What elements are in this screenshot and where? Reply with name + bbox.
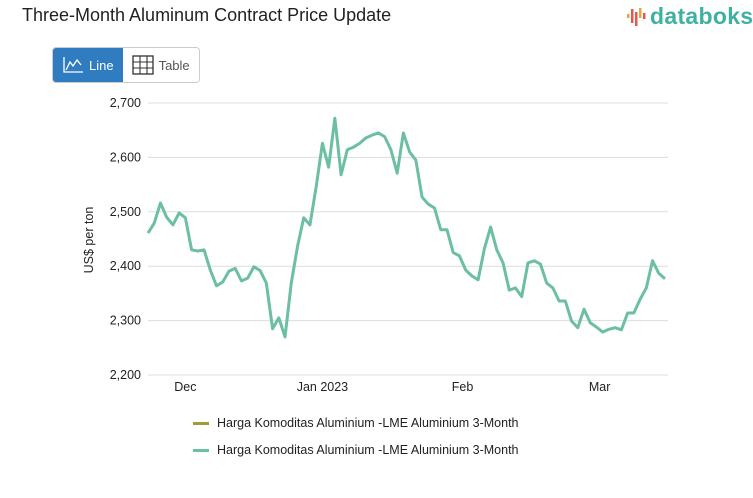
legend-label: Harga Komoditas Aluminium -LME Aluminium…: [217, 443, 519, 457]
page-title: Three-Month Aluminum Contract Price Upda…: [22, 5, 392, 25]
y-tick-label: 2,400: [110, 259, 141, 273]
databoks-logo[interactable]: databoks: [626, 3, 753, 30]
y-tick-label: 2,200: [110, 368, 141, 382]
legend-label: Harga Komoditas Aluminium -LME Aluminium…: [217, 416, 519, 430]
table-view-button[interactable]: Table: [122, 48, 199, 82]
line-chart: 2,200 2,300 2,400 2,500 2,600 2,700 Dec Jan 202…: [82, 96, 668, 394]
y-tick-label: 2,300: [110, 314, 141, 328]
legend-swatch: [193, 448, 209, 452]
y-axis-label: US$ per ton: [82, 207, 96, 274]
x-tick-label: Feb: [452, 380, 474, 394]
logo-bars-icon: [627, 7, 646, 26]
series-line: [146, 116, 666, 339]
y-tick-label: 2,600: [110, 150, 141, 164]
legend-item-2[interactable]: Harga Komoditas Aluminium -LME Aluminium…: [193, 443, 519, 457]
x-tick-label: Jan 2023: [297, 380, 348, 394]
table-view-label: Table: [158, 57, 190, 73]
line-chart-icon: [63, 57, 83, 73]
legend-swatch: [193, 421, 209, 425]
view-toggle: Line Table: [52, 47, 200, 83]
logo-text: databoks: [650, 3, 753, 29]
line-view-label: Line: [89, 57, 114, 73]
legend-item-1[interactable]: Harga Komoditas Aluminium -LME Aluminium…: [193, 416, 519, 430]
y-tick-label: 2,500: [110, 205, 141, 219]
y-tick-label: 2,700: [110, 96, 141, 110]
line-view-button[interactable]: Line: [53, 48, 123, 82]
x-tick-label: Dec: [174, 380, 196, 394]
table-icon: [131, 55, 154, 75]
x-tick-label: Mar: [589, 380, 611, 394]
